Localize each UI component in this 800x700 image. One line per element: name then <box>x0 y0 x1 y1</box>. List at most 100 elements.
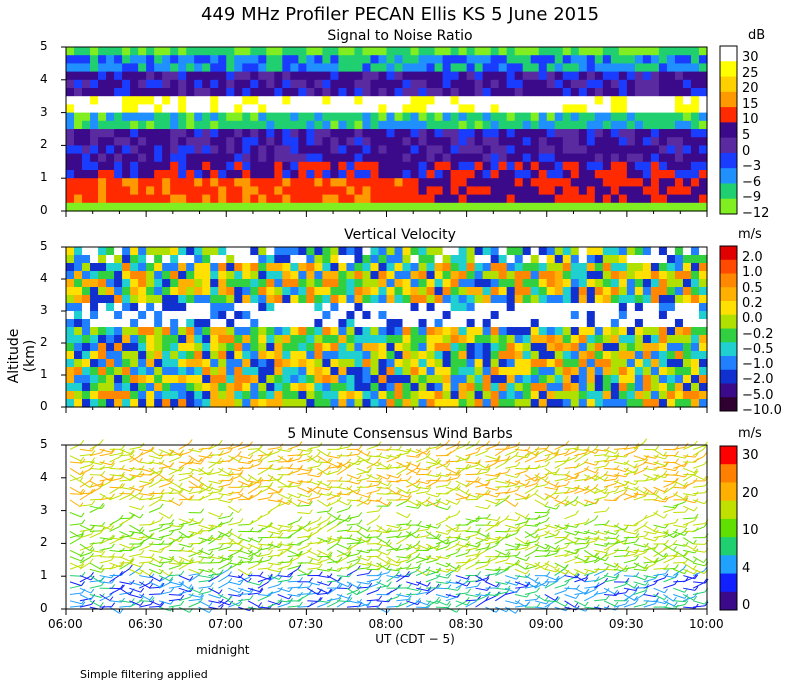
velocity-cell <box>362 319 372 328</box>
wind-barb <box>149 543 162 546</box>
snr-cell <box>522 178 532 187</box>
snr-cell <box>338 153 348 163</box>
snr-cell <box>202 120 211 130</box>
velocity-cell <box>122 311 131 320</box>
velocity-cell <box>666 335 676 344</box>
velocity-cell <box>162 279 171 288</box>
wind-barb <box>238 455 250 460</box>
velocity-cell <box>194 255 203 264</box>
snr-cell <box>330 96 340 105</box>
wind-barb <box>178 556 191 562</box>
velocity-cell <box>634 279 644 288</box>
velocity-cell <box>442 295 452 304</box>
snr-cell <box>362 120 372 130</box>
wind-barb-flag <box>348 534 353 539</box>
wind-barb <box>386 455 399 459</box>
wind-barb <box>89 594 102 598</box>
snr-cell <box>242 63 251 73</box>
wind-barb <box>148 480 160 488</box>
snr-cell <box>346 71 356 81</box>
velocity-cell <box>202 271 211 280</box>
wind-barb <box>208 491 221 495</box>
wind-barb <box>238 560 251 564</box>
wind-barb-flag <box>188 439 193 444</box>
velocity-cell <box>306 271 315 280</box>
velocity-cell <box>130 263 139 272</box>
velocity-cell <box>122 279 131 288</box>
velocity-cell <box>130 383 139 392</box>
wind-barb-flag <box>140 486 145 492</box>
wind-barb <box>425 577 438 583</box>
velocity-cell <box>138 295 147 304</box>
wind-barb <box>356 531 368 539</box>
velocity-cell <box>394 383 404 392</box>
velocity-cell <box>338 351 348 360</box>
velocity-cell <box>618 343 628 352</box>
velocity-cell <box>698 287 708 296</box>
snr-cell <box>498 55 508 64</box>
velocity-cell <box>154 359 163 368</box>
wind-barb <box>297 480 310 484</box>
velocity-cell <box>170 287 179 296</box>
snr-cell <box>498 194 508 204</box>
snr-cell <box>226 112 235 122</box>
velocity-cell <box>554 303 564 312</box>
snr-cell <box>274 202 283 212</box>
velocity-cell <box>538 351 548 360</box>
wind-barb <box>386 562 399 567</box>
snr-cell <box>658 112 668 122</box>
wind-barb-flag <box>121 553 125 558</box>
velocity-cell <box>530 335 540 344</box>
snr-cell <box>698 120 708 130</box>
snr-cell <box>170 104 179 114</box>
velocity-cell <box>322 311 332 320</box>
snr-cell <box>282 112 291 122</box>
snr-cell <box>426 137 436 146</box>
snr-cell <box>66 55 75 64</box>
wind-barb <box>297 499 310 505</box>
snr-cell <box>658 178 668 187</box>
wind-barb-flag <box>239 518 244 523</box>
snr-cell <box>242 153 251 163</box>
velocity-cell <box>402 287 412 296</box>
wind-barb <box>247 543 260 550</box>
velocity-cell <box>618 375 628 384</box>
velocity-cell <box>490 359 500 368</box>
wind-barb-flag <box>426 450 431 455</box>
snr-cell <box>194 79 203 89</box>
snr-cell <box>530 96 540 105</box>
snr-cell <box>522 88 532 97</box>
snr-cell <box>202 170 211 179</box>
velocity-cell <box>602 399 612 408</box>
snr-cell <box>362 71 372 81</box>
velocity-cell <box>66 375 75 384</box>
snr-cell <box>650 55 660 64</box>
snr-cell <box>514 63 524 73</box>
snr-cell <box>282 186 291 196</box>
wind-barb <box>366 445 379 450</box>
velocity-cell <box>178 255 187 264</box>
velocity-cell <box>242 247 251 256</box>
wind-barb <box>386 466 399 469</box>
velocity-cell <box>434 247 444 256</box>
velocity-cell <box>466 287 476 296</box>
velocity-cell <box>258 327 267 336</box>
wind-barb-flag <box>80 488 84 494</box>
velocity-cell <box>330 319 340 328</box>
snr-cell <box>242 88 251 97</box>
wind-barb <box>386 457 398 463</box>
velocity-cell <box>586 359 596 368</box>
wind-barb <box>376 572 389 577</box>
velocity-cell <box>226 351 235 360</box>
velocity-cell <box>490 311 500 320</box>
velocity-cell <box>250 303 259 312</box>
velocity-cell <box>362 311 372 320</box>
snr-cell <box>482 63 492 73</box>
velocity-cell <box>90 391 99 400</box>
snr-cell <box>426 161 436 171</box>
velocity-cell <box>642 399 652 408</box>
wind-barb <box>257 524 270 528</box>
velocity-cell <box>474 391 484 400</box>
velocity-cell <box>386 279 396 288</box>
snr-cell <box>306 55 315 64</box>
